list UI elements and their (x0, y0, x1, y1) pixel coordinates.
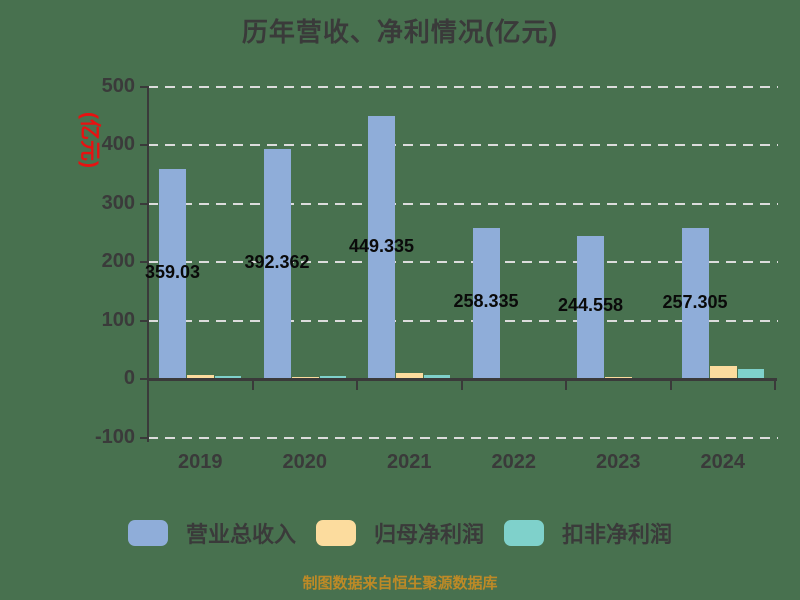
x-axis-tick-0 (147, 379, 149, 390)
bar-revenue-2021 (368, 116, 395, 379)
legend-swatch-revenue (127, 520, 168, 546)
x-axis-label-2019: 2019 (178, 451, 223, 473)
y-axis-line (147, 86, 149, 442)
bar-non-gaap-profit-2024 (737, 369, 764, 379)
legend: 营业总收入 归母净利润 扣非净利润 (0, 517, 800, 549)
x-axis-label-2020: 2020 (282, 451, 328, 473)
value-label-2023: 244.558 (557, 295, 624, 316)
legend-item-revenue: 营业总收入 (127, 517, 296, 549)
y-tick-label-500: 500 (101, 74, 135, 97)
legend-item-non-gaap-profit: 扣非净利润 (504, 517, 672, 549)
value-label-2024: 257.305 (662, 291, 728, 312)
bar-net-profit-2021 (396, 372, 423, 379)
x-axis-tick-5 (669, 379, 672, 390)
legend-label-net-profit: 归母净利润 (373, 522, 484, 547)
legend-label-revenue: 营业总收入 (185, 522, 296, 547)
gridline--100 (148, 436, 778, 439)
x-axis-tick-2 (356, 379, 358, 390)
value-label-2019: 359.03 (144, 261, 201, 282)
y-tick-label--100: -100 (94, 425, 135, 448)
bar-revenue-2023 (577, 235, 604, 379)
y-tick-label-400: 400 (101, 133, 135, 155)
legend-item-net-profit: 归母净利润 (315, 517, 484, 549)
bar-revenue-2020 (263, 149, 291, 379)
x-axis-label-2023: 2023 (596, 451, 641, 473)
x-axis-label-2022: 2022 (491, 451, 537, 473)
bar-revenue-2019 (159, 168, 186, 379)
y-tick--100 (140, 436, 148, 439)
y-tick-500 (140, 85, 148, 88)
bar-non-gaap-profit-2021 (424, 375, 450, 379)
value-label-2021: 449.335 (348, 235, 415, 256)
y-tick-label-100: 100 (101, 308, 135, 331)
gridline-200 (148, 261, 778, 263)
y-tick-300 (140, 202, 148, 205)
y-tick-label-300: 300 (101, 191, 135, 214)
gridline-100 (148, 319, 778, 322)
x-axis-tick-4 (565, 379, 567, 390)
gridline-500 (148, 85, 778, 88)
gridline-400 (148, 144, 778, 146)
y-tick-label-0: 0 (123, 367, 135, 389)
bar-net-profit-2019 (187, 374, 214, 379)
x-axis-tick-6 (774, 379, 776, 390)
legend-label-non-gaap-profit: 扣非净利润 (562, 522, 673, 547)
y-tick-label-200: 200 (101, 250, 135, 272)
bar-net-profit-2024 (709, 366, 737, 379)
data-source-note: 制图数据来自恒生聚源数据库 (302, 575, 498, 592)
y-tick-400 (140, 144, 148, 146)
chart-title: 历年营收、净利情况(亿元) (241, 17, 559, 47)
y-tick-100 (140, 319, 148, 322)
value-label-2022: 258.335 (453, 291, 519, 312)
x-axis-tick-3 (460, 379, 463, 390)
value-label-2020: 392.362 (244, 252, 310, 273)
y-tick-200 (140, 261, 148, 263)
legend-swatch-non-gaap-profit (504, 520, 544, 546)
x-axis-label-2024: 2024 (700, 451, 746, 473)
gridline-300 (148, 202, 778, 205)
bar-revenue-2024 (681, 228, 709, 379)
y-tick-0 (140, 378, 148, 380)
legend-swatch-net-profit (315, 520, 356, 546)
x-axis-label-2021: 2021 (387, 451, 432, 473)
bar-revenue-2022 (472, 227, 500, 379)
x-axis-tick-1 (251, 379, 254, 390)
